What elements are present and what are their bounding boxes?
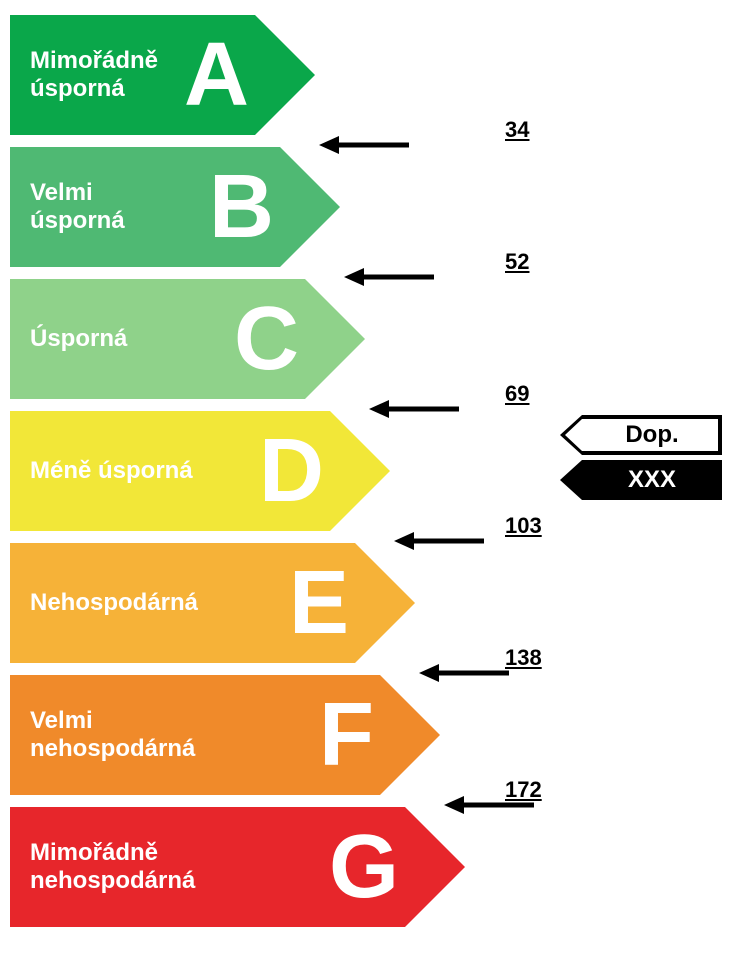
rating-bar-letter: B bbox=[209, 162, 280, 252]
rating-bar-label: Nehospodárná bbox=[30, 589, 289, 617]
rating-bar-label: Mimořádně úsporná bbox=[30, 47, 184, 102]
rating-bar-label: Mimořádně nehospodárná bbox=[30, 839, 329, 894]
rating-bar-f: Velmi nehospodárnáF bbox=[10, 675, 380, 795]
threshold-value: 172 bbox=[505, 777, 542, 803]
callout-xxx: XXX bbox=[582, 460, 722, 500]
threshold-value: 69 bbox=[505, 381, 529, 407]
rating-bar-tip bbox=[380, 675, 440, 795]
threshold-value: 138 bbox=[505, 645, 542, 671]
rating-bar-letter: G bbox=[329, 822, 405, 912]
rating-bar-label: Velmi úsporná bbox=[30, 179, 209, 234]
rating-bar-label: Méně úsporná bbox=[30, 457, 259, 485]
rating-bar-tip bbox=[255, 15, 315, 135]
threshold-arrow bbox=[394, 530, 484, 552]
threshold-value: 103 bbox=[505, 513, 542, 539]
rating-bar-label: Úsporná bbox=[30, 325, 234, 353]
threshold-arrow bbox=[319, 134, 409, 156]
callout-xxx-tip bbox=[560, 460, 582, 500]
rating-bar-letter: D bbox=[259, 426, 330, 516]
rating-bar-e: NehospodárnáE bbox=[10, 543, 355, 663]
rating-bar-c: ÚspornáC bbox=[10, 279, 305, 399]
rating-bar-a: Mimořádně úspornáA bbox=[10, 15, 255, 135]
rating-bar-b: Velmi úspornáB bbox=[10, 147, 280, 267]
rating-bar-tip bbox=[305, 279, 365, 399]
rating-bar-tip bbox=[355, 543, 415, 663]
threshold-arrow bbox=[344, 266, 434, 288]
callout-dop-label: Dop. bbox=[625, 421, 678, 449]
rating-bar-letter: F bbox=[319, 690, 380, 780]
rating-bar-tip bbox=[280, 147, 340, 267]
threshold-arrow bbox=[369, 398, 459, 420]
callout-dop-tip-inner bbox=[565, 419, 582, 451]
threshold-arrow bbox=[419, 662, 509, 684]
rating-bar-label: Velmi nehospodárná bbox=[30, 707, 319, 762]
threshold-value: 34 bbox=[505, 117, 529, 143]
threshold-value: 52 bbox=[505, 249, 529, 275]
rating-bar-tip bbox=[405, 807, 465, 927]
energy-rating-chart: Mimořádně úspornáAVelmi úspornáBÚspornáC… bbox=[0, 0, 732, 979]
rating-bar-letter: E bbox=[289, 558, 355, 648]
callout-dop: Dop. bbox=[582, 415, 722, 455]
rating-bar-tip bbox=[330, 411, 390, 531]
rating-bar-d: Méně úspornáD bbox=[10, 411, 330, 531]
rating-bar-letter: C bbox=[234, 294, 305, 384]
rating-bar-letter: A bbox=[184, 30, 255, 120]
rating-bar-g: Mimořádně nehospodárnáG bbox=[10, 807, 405, 927]
callout-xxx-label: XXX bbox=[628, 466, 676, 494]
